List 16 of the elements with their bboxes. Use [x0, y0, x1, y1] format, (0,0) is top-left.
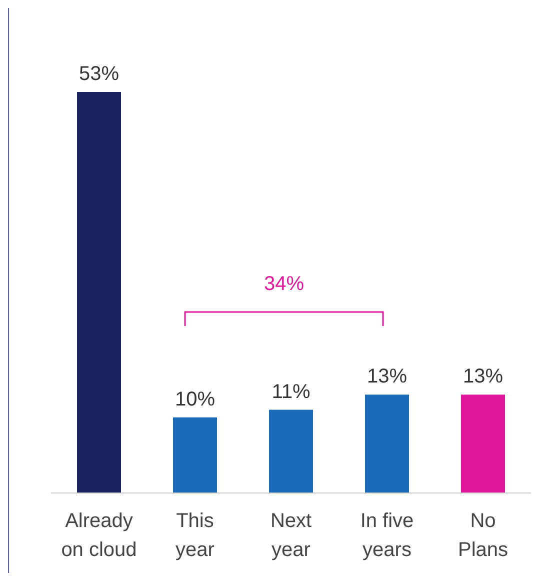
bar — [461, 394, 505, 493]
x-tick-label: Already on cloud — [61, 510, 137, 561]
bar — [269, 410, 313, 493]
data-label: 13% — [462, 366, 504, 388]
bar — [173, 417, 217, 493]
data-label: 53% — [78, 63, 120, 85]
bar — [77, 92, 121, 493]
data-label: 10% — [174, 388, 216, 410]
data-label: 11% — [272, 380, 310, 403]
x-tick-label: In five years — [360, 510, 414, 561]
data-label: 13% — [366, 366, 408, 388]
x-tick-label: This year — [176, 510, 215, 561]
x-tick-label: No Plans — [458, 510, 508, 561]
x-tick-label: Next year — [270, 510, 312, 561]
bar — [365, 394, 409, 493]
annotation: 34% — [264, 273, 304, 295]
